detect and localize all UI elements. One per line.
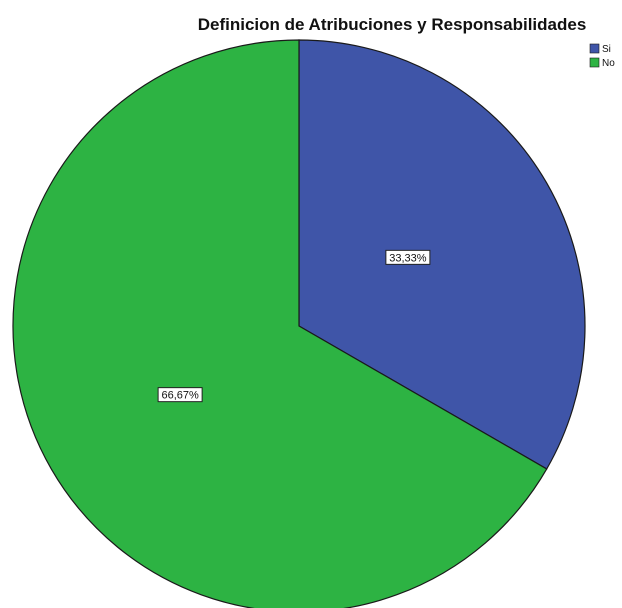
slice-label-box bbox=[385, 249, 431, 265]
legend-swatch-no bbox=[589, 57, 600, 68]
legend-label-no: No bbox=[602, 58, 615, 69]
pie-slice-si bbox=[298, 39, 586, 470]
slice-labels: 33,33% 66,67% bbox=[157, 249, 431, 403]
legend-item-no: No bbox=[589, 57, 615, 69]
chart-title: Definicion de Atribuciones y Responsabil… bbox=[198, 15, 587, 34]
pie-slices bbox=[12, 39, 586, 608]
slice-label-box bbox=[157, 387, 203, 403]
slice-label-si: 33,33% bbox=[385, 249, 431, 265]
legend-item-si: Si bbox=[589, 43, 611, 55]
pie-slice-no bbox=[12, 39, 548, 608]
legend: Si No bbox=[589, 43, 615, 69]
slice-label-text: 66,67% bbox=[161, 390, 199, 402]
legend-label-si: Si bbox=[602, 44, 611, 55]
legend-swatch-si bbox=[589, 43, 600, 54]
slice-label-text: 33,33% bbox=[389, 252, 427, 264]
slice-label-no: 66,67% bbox=[157, 387, 203, 403]
